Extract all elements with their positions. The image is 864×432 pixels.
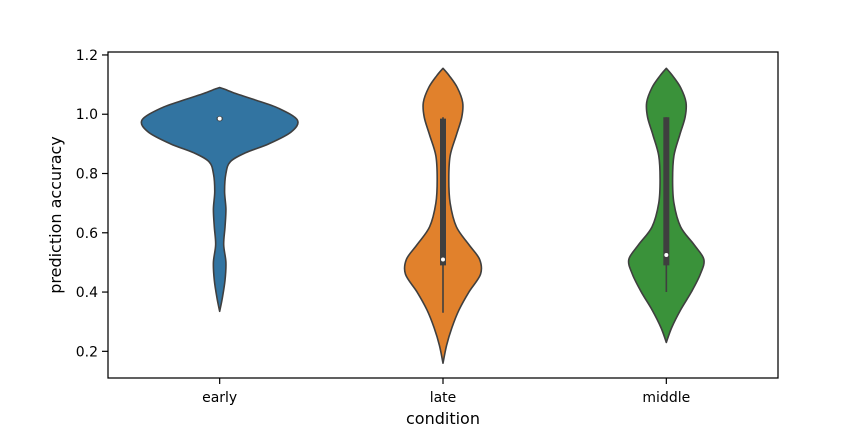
median-marker-late xyxy=(441,257,446,262)
y-tick-label-0.8: 0.8 xyxy=(76,167,98,183)
y-tick-label-0.4: 0.4 xyxy=(76,285,98,301)
y-tick-label-0.6: 0.6 xyxy=(76,226,98,242)
median-marker-early xyxy=(217,116,222,121)
y-tick-label-1.0: 1.0 xyxy=(76,107,98,123)
x-tick-label-late: late xyxy=(430,390,457,406)
x-axis-label: condition xyxy=(406,409,480,428)
x-tick-label-middle: middle xyxy=(642,390,690,406)
y-tick-label-0.2: 0.2 xyxy=(76,344,98,360)
y-tick-label-1.2: 1.2 xyxy=(76,48,98,64)
median-marker-middle xyxy=(664,253,669,258)
y-axis-label: prediction accuracy xyxy=(46,136,65,294)
x-tick-label-early: early xyxy=(202,390,237,406)
